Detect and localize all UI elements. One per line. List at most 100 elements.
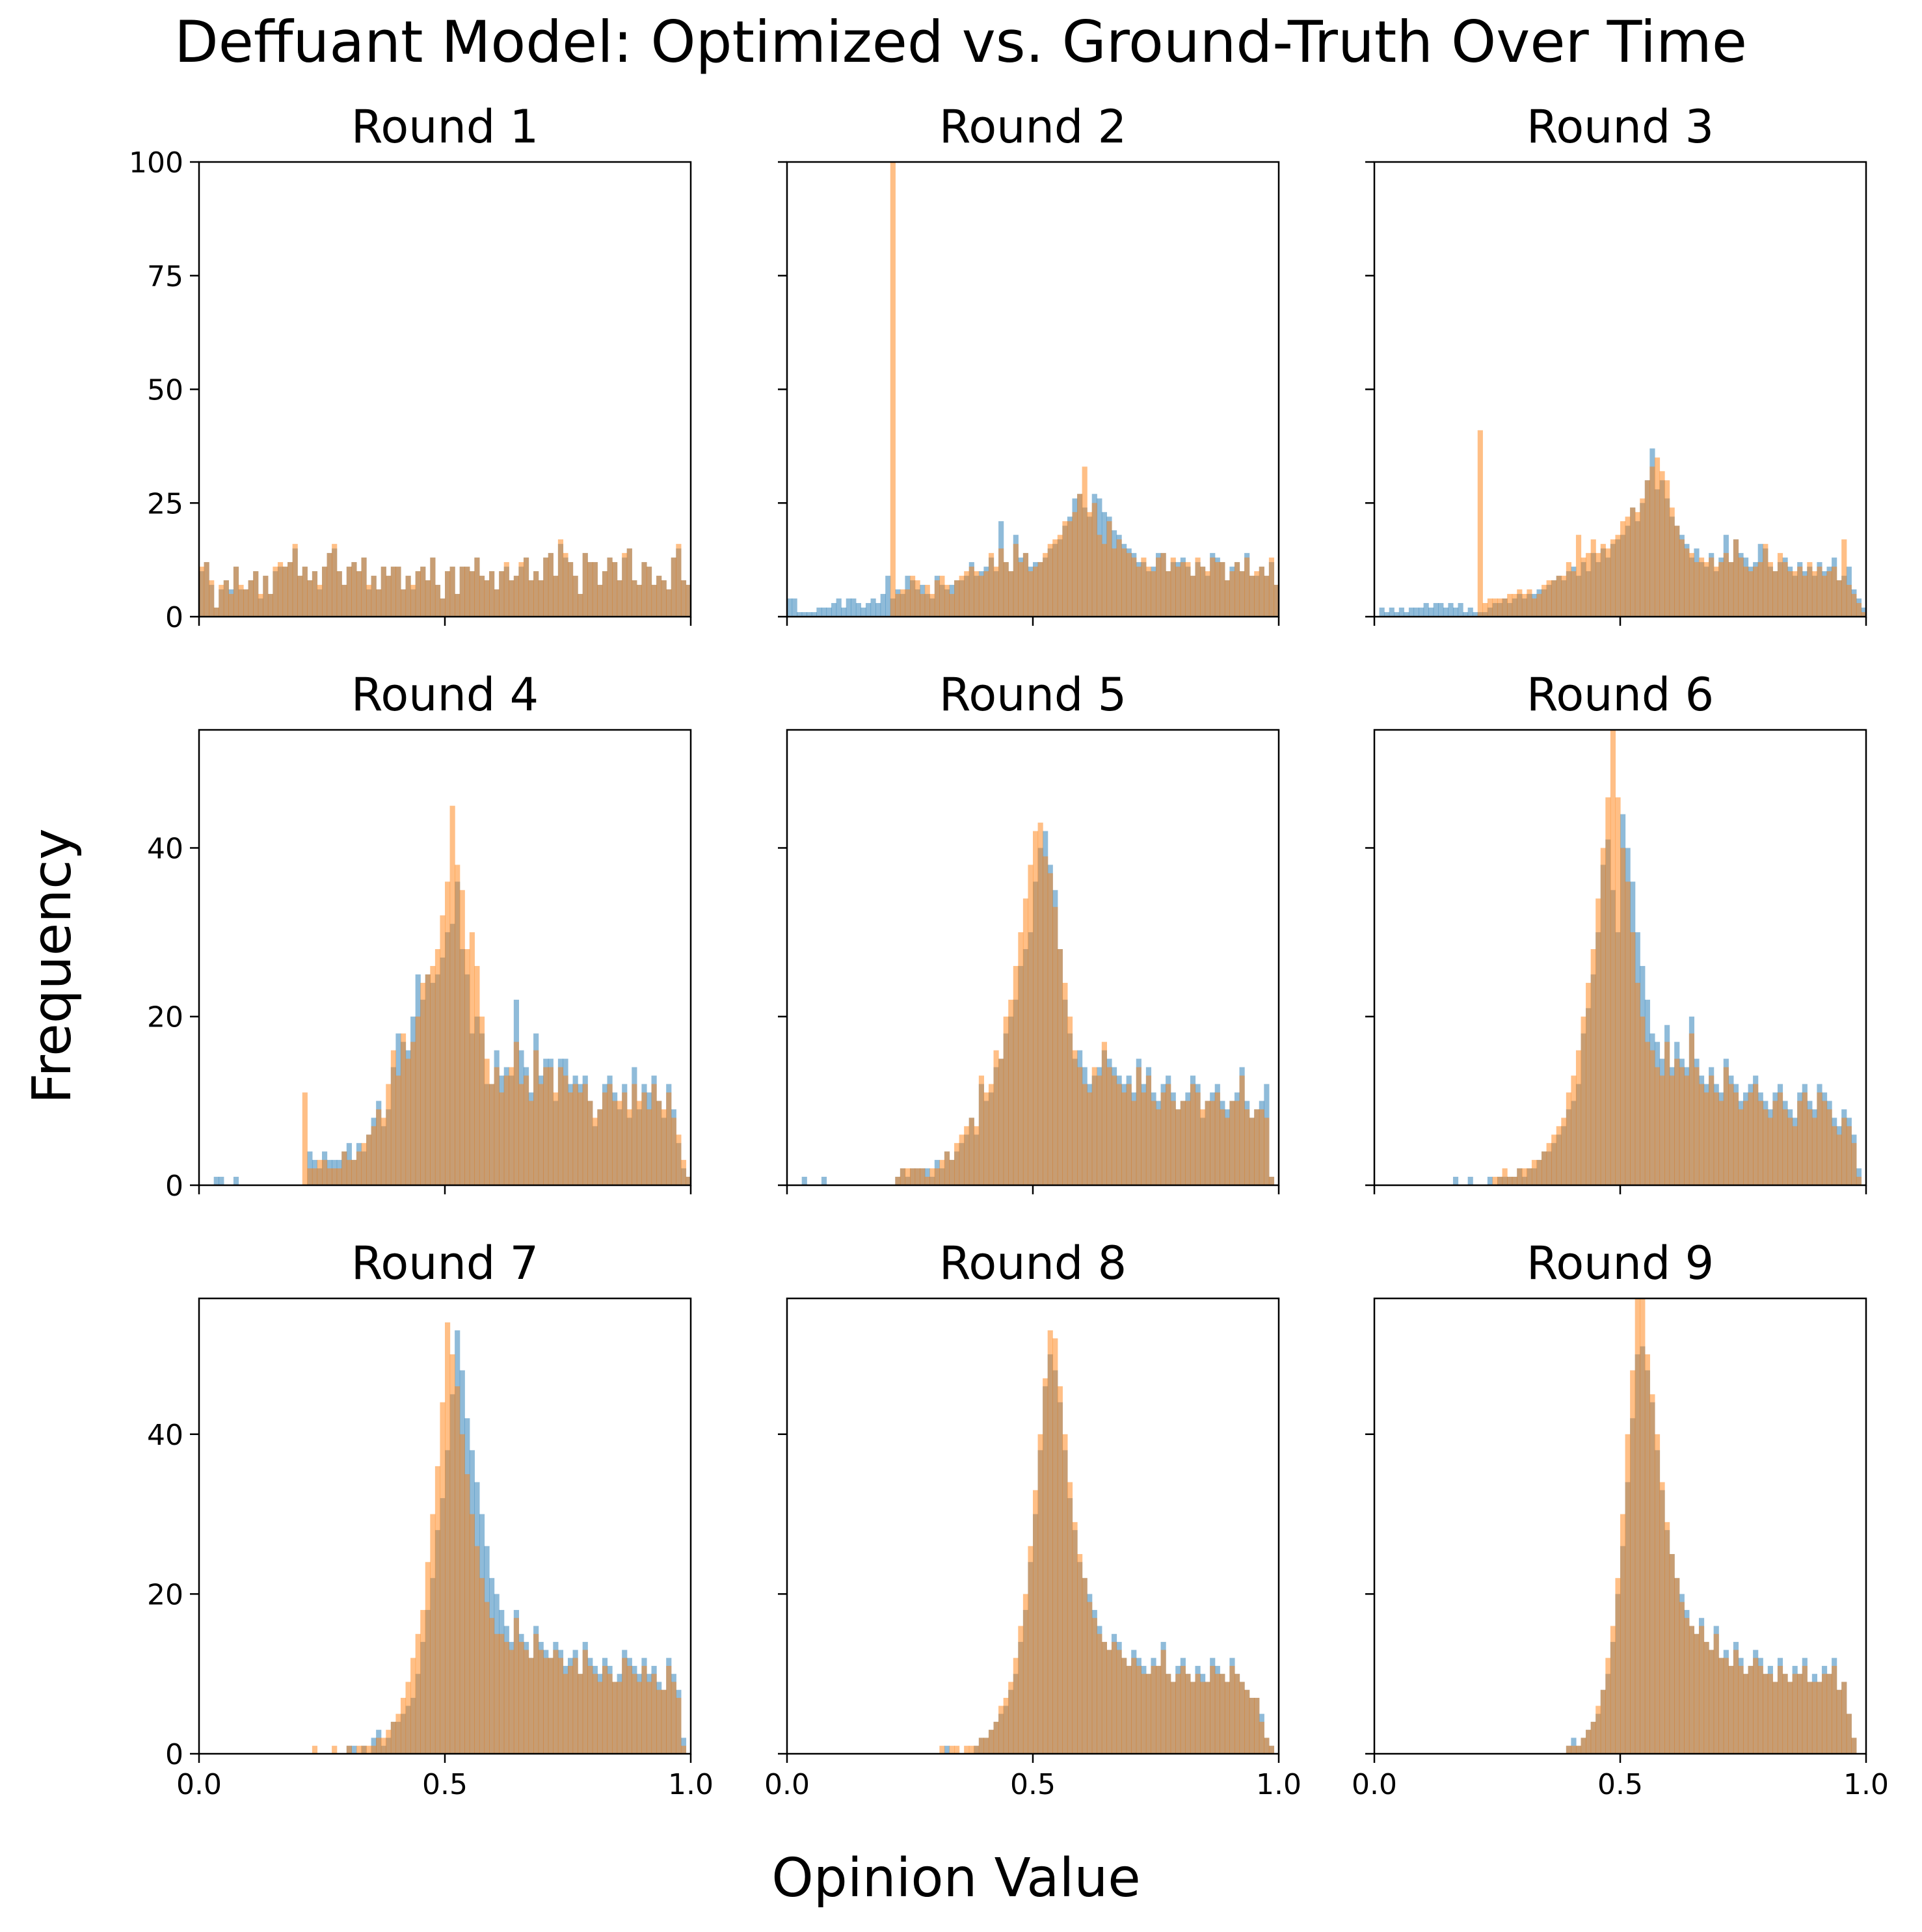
histogram-bar [434,949,441,1185]
histogram-bar [1575,1050,1582,1185]
histogram-bar [1229,1101,1235,1185]
histogram-bar [449,805,455,1185]
histogram-bar [1151,571,1156,617]
histogram-bar [1821,1674,1828,1754]
histogram-bar [851,598,857,617]
histogram-bar [327,1168,332,1185]
histogram-bar [1566,1745,1571,1754]
histogram-bar [1487,1177,1493,1185]
histogram-bar [1502,1168,1508,1185]
histogram-bar [900,1168,906,1185]
histogram-bar [1531,1160,1538,1185]
histogram-bar [1394,612,1400,617]
histogram-bar [646,567,652,617]
histogram-bar [1797,1101,1803,1185]
y-tick-label: 100 [129,146,183,180]
histogram-bar [238,585,244,617]
histogram-bar [1156,1665,1162,1754]
histogram-bar [380,1118,386,1185]
histogram-bar [400,1033,407,1185]
histogram-bar [572,1657,578,1754]
histogram-bar [1003,562,1009,617]
histogram-bar [1571,571,1577,617]
histogram-bar [1452,1177,1459,1185]
histogram-bar [1713,1633,1719,1754]
histogram-bar [568,562,574,617]
histogram-bar [322,567,328,617]
histogram-bar [1487,598,1493,617]
histogram-bar [307,580,313,617]
histogram-bar [415,571,421,617]
histogram-bar [626,1109,632,1185]
histogram-bar [1210,1101,1216,1185]
histogram-bar [499,1633,505,1754]
histogram-bar [974,571,980,617]
histogram-bar [1733,1092,1739,1185]
histogram-bar [430,1514,436,1754]
histogram-bar [1438,603,1444,617]
histogram-bar [1517,1168,1523,1185]
histogram-bar [944,1745,950,1754]
histogram-bar [1448,603,1454,617]
histogram-bar [1239,1682,1245,1754]
histogram-bar [1728,1084,1734,1185]
histogram-bar [1185,1674,1191,1754]
histogram-bar [1649,1050,1655,1185]
figure-title: Deffuant Model: Optimized vs. Ground-Tru… [174,8,1747,75]
histogram-bar [332,1745,338,1754]
histogram-bars [1566,1298,1857,1754]
histogram-bar [1200,1682,1206,1754]
subplot-title: Round 2 [939,100,1127,154]
histogram-bar [1664,1522,1670,1754]
histogram-bar [821,608,827,617]
histogram-bar [523,557,529,617]
histogram-bar [434,1466,441,1754]
histogram-bar [1220,1109,1225,1185]
histogram-bar [1166,571,1171,617]
histogram-bar [336,1168,342,1185]
histogram-bar [1527,1168,1532,1185]
histogram-bar [1644,1354,1650,1754]
histogram-bar [1268,1745,1275,1754]
histogram-bar [978,1075,984,1185]
histogram-bar [543,1067,549,1185]
histogram-bar [1101,1642,1107,1754]
histogram-bar [1851,1737,1857,1754]
histogram-bar [1507,594,1513,617]
histogram-bar [346,1745,352,1754]
histogram-bar [1043,856,1048,1185]
histogram-bar [1259,1109,1264,1185]
histogram-bars [312,1322,687,1754]
histogram-bar [518,1084,524,1185]
histogram-bar [1753,1084,1759,1185]
histogram-bar [548,553,554,617]
histogram-bar [1630,507,1636,617]
histogram-bar [410,585,416,617]
histogram-bar [1404,612,1409,617]
subplot-round-6: Round 6 [1365,668,1867,1194]
histogram-bar [1428,608,1434,617]
histogram-bar [964,1126,970,1185]
histogram-bar [676,1134,682,1185]
histogram-bar [1003,1016,1009,1185]
histogram-bar [676,544,682,617]
histogram-bar [1817,1092,1822,1185]
histogram-bar [592,562,598,617]
histogram-bar [371,1126,377,1185]
histogram-bar [509,1650,514,1754]
histogram-bar [1635,512,1640,617]
histogram-bar [1787,571,1793,617]
histogram-bar [474,557,480,617]
histogram-bar [612,562,618,617]
histogram-bar [405,1058,411,1185]
histogram-bar [1684,1618,1690,1754]
histogram-bar [895,1177,901,1185]
histogram-bar [1546,1143,1552,1185]
histogram-bar [499,1092,505,1185]
histogram-bar [1679,539,1685,617]
histogram-bar [1077,1067,1083,1185]
histogram-bar [1542,585,1547,617]
histogram-bar [792,598,797,617]
histogram-bar [563,1075,568,1185]
histogram-bar [346,1160,352,1185]
